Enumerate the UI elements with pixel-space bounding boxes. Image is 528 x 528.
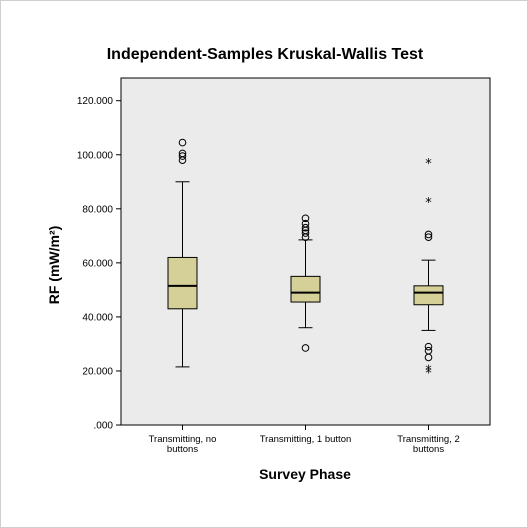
outlier-point bbox=[301, 344, 310, 352]
box-group: **** bbox=[413, 157, 444, 381]
x-tick-label: buttons bbox=[167, 444, 198, 455]
y-axis-title: RF (mW/m²) bbox=[46, 226, 62, 305]
outlier-point bbox=[424, 233, 433, 241]
outlier-point bbox=[178, 152, 187, 160]
extreme-point: * bbox=[425, 366, 432, 381]
y-tick-label: 40.000 bbox=[82, 312, 113, 323]
x-tick-label: Transmitting, no bbox=[149, 434, 217, 445]
extreme-point: * bbox=[425, 157, 432, 172]
extreme-point: * bbox=[425, 196, 432, 211]
box-iqr bbox=[290, 275, 321, 303]
extreme-point: * bbox=[425, 364, 432, 379]
outlier-point bbox=[301, 223, 310, 232]
box-group bbox=[167, 138, 198, 368]
outlier-point bbox=[301, 229, 310, 237]
outlier-point bbox=[424, 230, 433, 239]
y-tick-label: 100.000 bbox=[77, 150, 114, 161]
y-tick-label: .000 bbox=[94, 421, 114, 432]
x-tick-label: Transmitting, 2 bbox=[397, 434, 459, 445]
x-tick-label: buttons bbox=[413, 444, 444, 455]
x-axis-title: Survey Phase bbox=[259, 466, 351, 482]
outlier-point bbox=[424, 346, 433, 355]
outlier-point bbox=[178, 138, 187, 147]
boxes-group: **** bbox=[167, 138, 444, 381]
y-tick-label: 20.000 bbox=[82, 366, 113, 377]
y-axis: .000 20.000 40.000 60.000 80.000 100.000 120.0… bbox=[77, 96, 121, 432]
outlier-point bbox=[301, 219, 310, 228]
box-iqr bbox=[167, 256, 198, 310]
box-group bbox=[290, 214, 321, 352]
y-tick-label: 120.000 bbox=[77, 96, 114, 107]
x-tick-label: Transmitting, 1 button bbox=[260, 434, 352, 445]
outlier-point bbox=[178, 149, 187, 158]
y-tick-label: 80.000 bbox=[82, 204, 113, 215]
box-iqr bbox=[413, 285, 444, 306]
outlier-point bbox=[301, 214, 310, 223]
y-tick-label: 60.000 bbox=[82, 258, 113, 269]
chart-title: Independent-Samples Kruskal-Wallis Test bbox=[107, 46, 424, 63]
outlier-point bbox=[424, 342, 433, 351]
